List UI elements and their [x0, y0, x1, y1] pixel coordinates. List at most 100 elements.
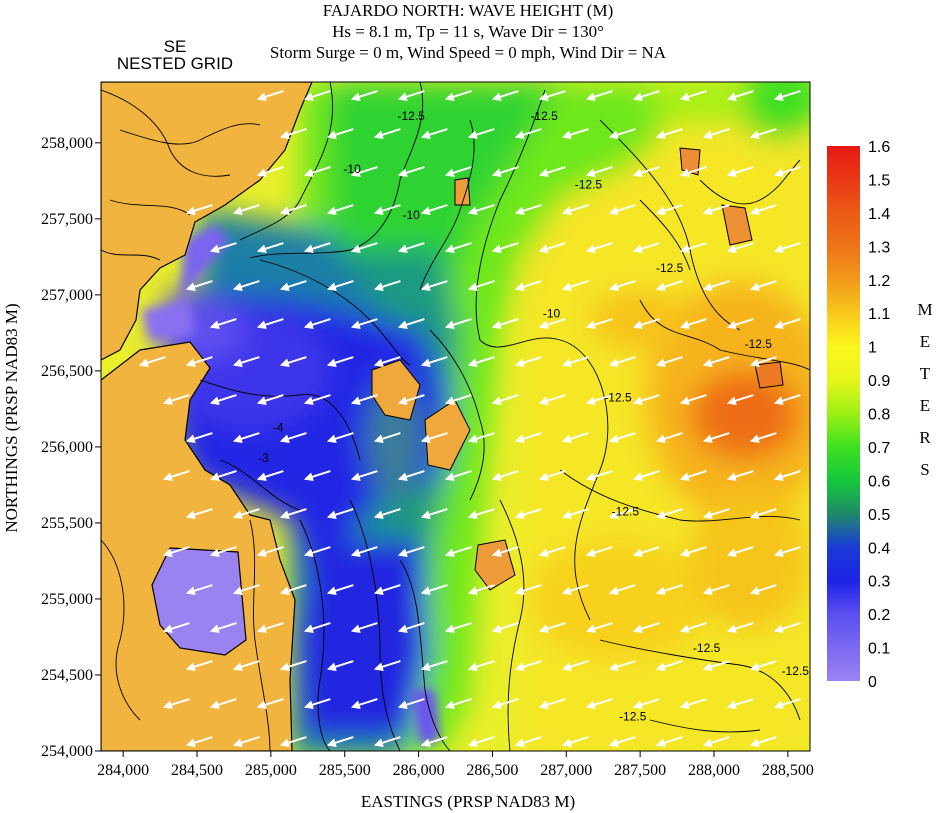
colorbar-tick-label: 0.5	[868, 507, 890, 524]
wave-arrow	[632, 622, 660, 634]
plot-frame	[100, 81, 811, 752]
wave-arrow	[726, 546, 754, 558]
x-tick-label: 287,500	[614, 762, 666, 779]
wave-arrow	[726, 470, 754, 482]
wave-arrow	[561, 584, 589, 596]
wave-arrow	[491, 470, 519, 482]
y-tick-label: 255,500	[41, 515, 93, 532]
wave-arrow	[467, 660, 495, 672]
y-tick-label: 254,000	[41, 743, 93, 760]
wave-arrow	[350, 698, 378, 710]
reef-islands	[371, 147, 784, 591]
wave-arrow	[303, 470, 331, 482]
y-tick-label: 256,500	[41, 363, 93, 380]
x-tick-label: 285,500	[319, 762, 371, 779]
colorbar-gradient	[827, 146, 860, 681]
wave-arrow	[773, 622, 801, 634]
wave-arrow	[679, 166, 707, 178]
wave-arrow	[232, 280, 260, 292]
wave-arrow	[632, 698, 660, 710]
wave-arrow	[749, 356, 777, 368]
corner-label-se: SE	[163, 37, 187, 56]
wave-arrow	[491, 166, 519, 178]
wave-arrow	[350, 394, 378, 406]
contour-label: -10	[403, 208, 421, 222]
wave-arrow	[444, 318, 472, 330]
wave-arrow	[561, 432, 589, 444]
y-tick-label: 258,000	[41, 135, 93, 152]
colorbar-tick-label: 0.4	[868, 540, 890, 557]
colorbar-tick-label: 1.3	[868, 239, 890, 256]
wave-arrow	[373, 280, 401, 292]
wave-arrow	[303, 394, 331, 406]
wave-arrow	[749, 508, 777, 520]
units-letter: S	[920, 460, 930, 479]
wave-arrow	[491, 394, 519, 406]
wave-arrow	[608, 280, 636, 292]
wave-arrow	[702, 736, 730, 748]
wave-arrow	[232, 356, 260, 368]
wave-arrow	[350, 470, 378, 482]
wave-arrow	[514, 356, 542, 368]
wave-arrow	[444, 622, 472, 634]
wave-arrow	[420, 660, 448, 672]
wave-arrow	[773, 90, 801, 102]
wave-arrow	[303, 622, 331, 634]
wave-arrow	[702, 128, 730, 140]
y-axis: 254,000 254,500 255,000 255,500 256,000 256,5…	[41, 135, 101, 760]
wave-arrow	[608, 660, 636, 672]
wave-arrow	[773, 394, 801, 406]
wave-arrow	[209, 394, 237, 406]
wave-arrow	[585, 470, 613, 482]
wave-arrow	[749, 204, 777, 216]
colorbar-ticks: 0 0.1 0.2 0.3 0.4 0.5 0.6 0.7 0.8 0.9 1 1.1 1.2 1.3 1.…	[868, 139, 890, 691]
wave-arrow	[326, 660, 354, 672]
wave-arrow	[655, 508, 683, 520]
wave-arrow	[373, 660, 401, 672]
wave-arrow	[608, 432, 636, 444]
wave-arrow	[397, 166, 425, 178]
units-letter: R	[919, 428, 931, 447]
wave-direction-vectors	[138, 90, 801, 748]
wave-arrow	[514, 584, 542, 596]
wave-arrow	[632, 242, 660, 254]
colorbar-tick-label: 0	[868, 674, 877, 691]
wave-arrow	[373, 204, 401, 216]
wave-arrow	[514, 204, 542, 216]
wave-arrow	[444, 546, 472, 558]
wave-arrow	[232, 508, 260, 520]
wave-arrow	[256, 622, 284, 634]
contour-label: -3	[258, 451, 269, 465]
wave-arrow	[514, 736, 542, 748]
contour-label: -12.5	[530, 109, 558, 123]
wave-arrow	[702, 660, 730, 672]
contour-label: -12.5	[693, 641, 721, 655]
wave-arrow	[420, 508, 448, 520]
wave-arrow	[585, 546, 613, 558]
wave-arrow	[420, 584, 448, 596]
contour-label: -10	[543, 307, 561, 321]
wave-arrow	[773, 698, 801, 710]
wave-arrow	[303, 90, 331, 102]
wave-arrow	[491, 698, 519, 710]
wave-arrow	[632, 318, 660, 330]
wave-arrow	[444, 242, 472, 254]
wave-arrow	[397, 318, 425, 330]
x-tick-label: 285,000	[245, 762, 297, 779]
wave-arrow	[726, 318, 754, 330]
wave-arrow	[679, 470, 707, 482]
contour-label: -12.5	[656, 261, 684, 275]
wave-arrow	[256, 394, 284, 406]
wave-arrow	[279, 204, 307, 216]
wave-arrow	[162, 546, 190, 558]
contour-labels: -12.5 -12.5 -10 -10 -12.5 -12.5 -10 -12.5 -12.5 -…	[258, 109, 809, 724]
wave-arrow	[162, 698, 190, 710]
wave-arrow	[749, 128, 777, 140]
wave-arrow	[467, 128, 495, 140]
wave-arrow	[514, 508, 542, 520]
wave-arrow	[232, 204, 260, 216]
colorbar-tick-label: 0.8	[868, 407, 890, 424]
wave-arrow	[209, 622, 237, 634]
depth-contours	[101, 82, 810, 751]
colorbar-tick-label: 1.1	[868, 306, 890, 323]
